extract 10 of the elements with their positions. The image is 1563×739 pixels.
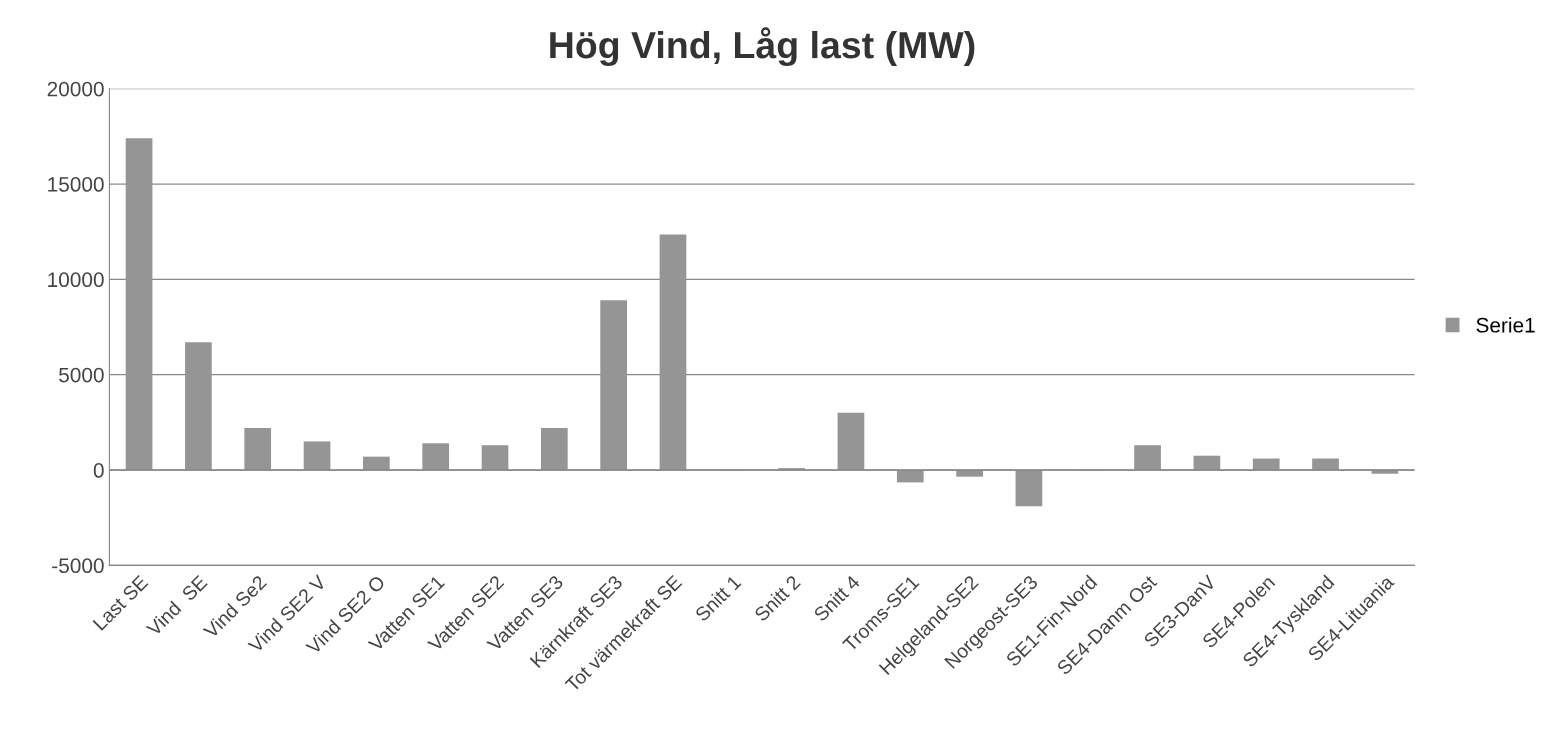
y-tick-label: 5000 <box>59 367 104 383</box>
x-tick-label: Snitt 1 <box>693 574 742 623</box>
y-tick-label: 15000 <box>48 177 104 192</box>
y-tick-label: 10000 <box>48 272 104 288</box>
x-tick-label: Snitt 2 <box>753 574 802 623</box>
legend-label: Serie1 <box>1476 317 1535 333</box>
y-tick-label: 20000 <box>47 81 104 97</box>
chart-title: Hög Vind, Låg last (MW) <box>550 27 975 67</box>
y-tick-label: 0 <box>93 463 104 478</box>
y-tick-label: -5000 <box>52 558 104 574</box>
